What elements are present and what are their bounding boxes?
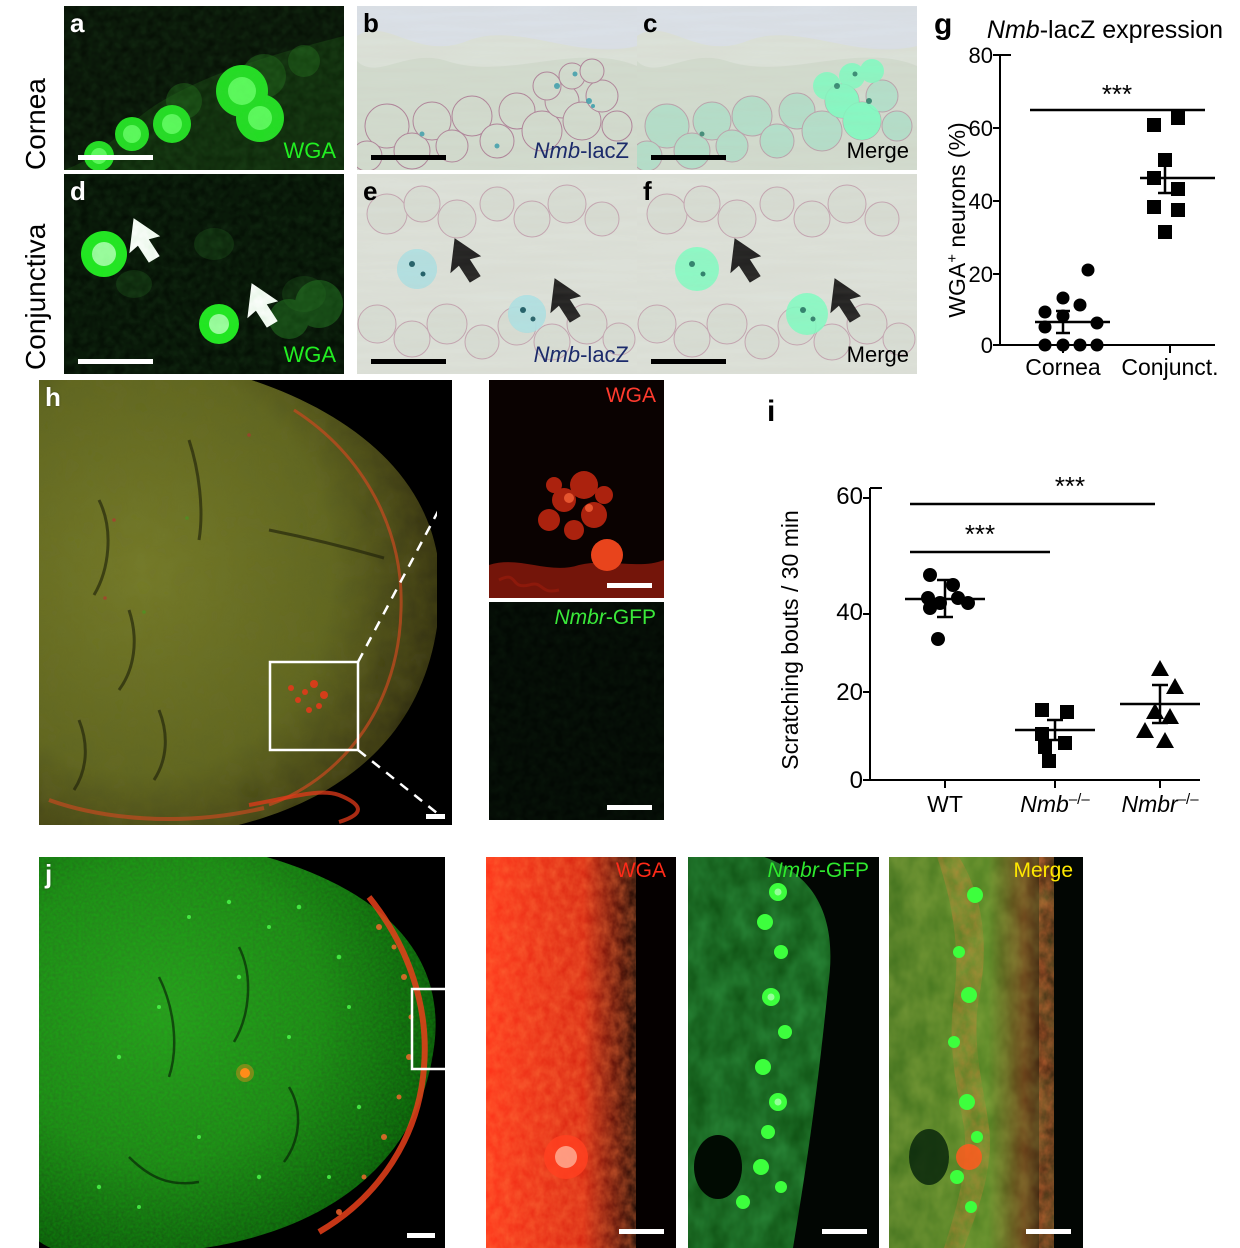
svg-text:***: *** [1055,471,1085,501]
svg-text:40: 40 [969,189,993,214]
svg-text:***: *** [965,519,995,549]
svg-text:Cornea: Cornea [1025,354,1101,380]
svg-text:60: 60 [836,483,863,510]
svg-text:Conjunct.: Conjunct. [1121,354,1218,380]
svg-text:***: *** [1102,79,1132,109]
svg-text:20: 20 [836,679,863,706]
svg-text:80: 80 [969,45,993,68]
svg-text:20: 20 [969,262,993,287]
svg-text:WGA+ neurons (%): WGA+ neurons (%) [944,122,971,317]
svg-text:WT: WT [927,791,963,817]
svg-text:0: 0 [850,767,863,794]
svg-text:60: 60 [969,116,993,141]
svg-text:Nmbr–/–: Nmbr–/– [1121,791,1199,818]
svg-text:Nmb–/–: Nmb–/– [1020,791,1090,818]
svg-text:Scratching bouts / 30 min: Scratching bouts / 30 min [777,510,803,770]
svg-text:0: 0 [981,333,993,358]
svg-text:40: 40 [836,599,863,626]
